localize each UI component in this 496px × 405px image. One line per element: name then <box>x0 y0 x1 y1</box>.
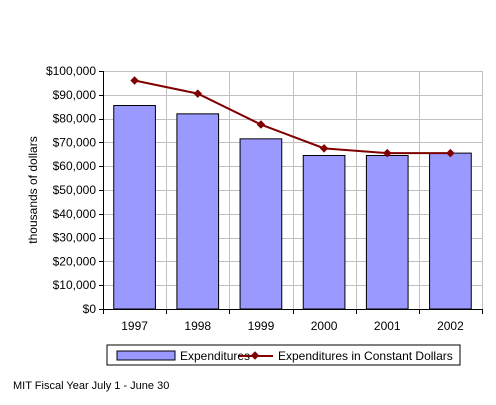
y-tick-label: $50,000 <box>53 183 97 197</box>
x-tick-label: 2000 <box>311 319 338 333</box>
footnote: MIT Fiscal Year July 1 - June 30 <box>13 380 170 392</box>
y-tick-label: $0 <box>83 302 97 316</box>
y-axis-title: thousands of dollars <box>26 136 40 243</box>
bar-2001 <box>365 154 409 310</box>
line-point-1998 <box>193 89 202 98</box>
line-series-constant-dollars <box>130 76 455 158</box>
legend-box <box>106 344 461 366</box>
constant-dollars-line <box>134 79 451 155</box>
bar-2002 <box>429 152 472 310</box>
legend-swatch-expenditures <box>116 350 176 361</box>
line-point-2002 <box>446 148 455 158</box>
x-tick-label: 2002 <box>437 319 464 333</box>
legend: Expenditures Expenditures in Constant Do… <box>106 344 461 366</box>
bar-1998 <box>176 113 220 310</box>
bar-1999 <box>239 138 283 310</box>
bar-1997 <box>113 105 156 310</box>
legend-swatch-marker <box>250 351 260 360</box>
axes <box>99 71 483 314</box>
x-tick-labels: 1997 1998 1999 2000 2001 2002 <box>121 319 464 333</box>
x-tick-label: 1998 <box>184 319 211 333</box>
y-tick-label: $30,000 <box>53 231 97 245</box>
y-tick-label: $70,000 <box>53 135 97 149</box>
x-tick-label: 1997 <box>121 319 148 333</box>
line-point-2000 <box>319 144 329 153</box>
bar-series-expenditures <box>113 105 472 310</box>
y-tick-label: $90,000 <box>53 88 97 102</box>
legend-label-constant-dollars: Expenditures in Constant Dollars <box>278 349 453 363</box>
y-tick-label: $80,000 <box>53 112 97 126</box>
y-tick-label: $10,000 <box>53 278 97 292</box>
gridlines <box>103 71 483 310</box>
y-tick-label: $60,000 <box>53 159 97 173</box>
x-tick-label: 1999 <box>248 319 275 333</box>
bar-2000 <box>302 154 346 310</box>
y-tick-labels: $0 $10,000 $20,000 $30,000 $40,000 $50,000 $60… <box>46 64 96 316</box>
line-point-2001 <box>383 148 392 158</box>
line-point-1997 <box>130 76 139 85</box>
legend-label-expenditures: Expenditures <box>180 349 250 363</box>
line-point-1999 <box>256 120 266 129</box>
y-tick-label: $40,000 <box>53 207 97 221</box>
y-tick-label: $20,000 <box>53 254 97 268</box>
y-tick-label: $100,000 <box>46 64 96 78</box>
x-tick-label: 2001 <box>374 319 401 333</box>
